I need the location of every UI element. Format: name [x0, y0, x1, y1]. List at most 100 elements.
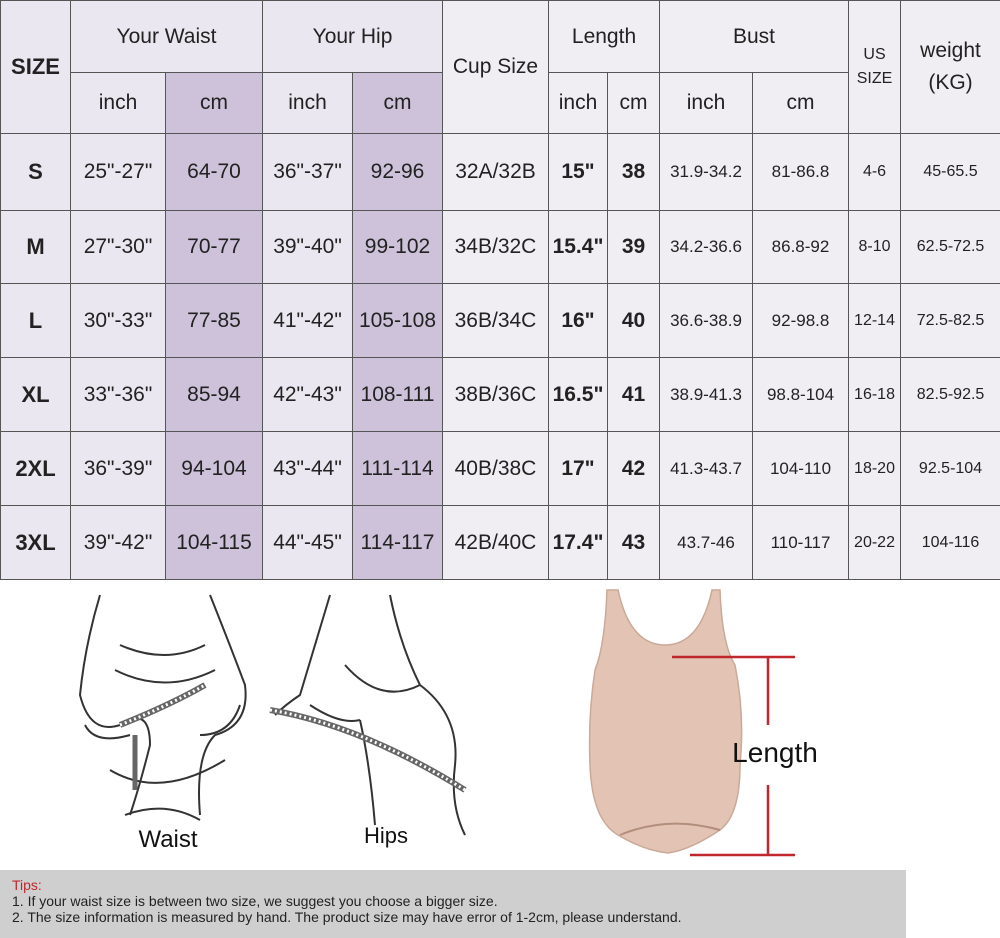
cell-hip-cm: 111-114: [352, 431, 443, 506]
cell-us-size: 12-14: [848, 283, 902, 358]
cell-hip-cm: 108-111: [352, 357, 443, 432]
cell-length-inch: 16": [548, 283, 608, 358]
table-row: L 30"-33" 77-85 41"-42" 105-108 36B/34C 16" 40 3…: [0, 283, 1000, 358]
header-bust: Bust: [659, 0, 850, 73]
cell-bust-inch: 41.3-43.7: [659, 431, 754, 506]
cell-waist-inch: 27"-30": [70, 210, 166, 284]
cell-length-cm: 41: [606, 357, 661, 432]
table-row: 3XL 39"-42" 104-115 44"-45" 114-117 42B/40C 17…: [0, 505, 1000, 580]
header-weight: weight (KG): [900, 0, 1000, 134]
cell-us-size: 20-22: [848, 505, 902, 580]
cell-cup-size: 40B/38C: [442, 431, 549, 506]
table-row: S 25"-27" 64-70 36"-37" 92-96 32A/32B 15" 38 31.…: [0, 133, 1000, 211]
header-length: Length: [547, 0, 661, 73]
header-hip-inch: inch: [262, 72, 353, 134]
cell-hip-inch: 41"-42": [262, 283, 353, 358]
measurement-illustrations: Waist Hips Length: [78, 589, 818, 857]
cell-waist-inch: 33"-36": [70, 357, 166, 432]
cell-waist-inch: 30"-33": [70, 283, 166, 358]
cell-size: 3XL: [0, 505, 71, 580]
cell-bust-cm: 86.8-92: [752, 210, 850, 284]
cell-hip-inch: 43"-44": [262, 431, 353, 506]
header-us-size: US SIZE: [848, 0, 902, 134]
cell-hip-inch: 42"-43": [262, 357, 353, 432]
hips-label: Hips: [364, 823, 408, 848]
waist-label: Waist: [138, 826, 197, 853]
cell-hip-cm: 92-96: [352, 133, 443, 211]
tip-item-1: 1. If your waist size is between two siz…: [12, 893, 498, 909]
header-length-inch: inch: [548, 72, 608, 134]
cell-length-inch: 15.4": [548, 210, 608, 284]
length-label: Length: [732, 737, 818, 768]
cell-waist-cm: 94-104: [165, 431, 263, 506]
cell-weight: 82.5-92.5: [900, 357, 1000, 432]
bodysuit-shape: [588, 589, 743, 854]
bodysuit-illustration: [588, 589, 743, 854]
cell-size: L: [0, 283, 71, 358]
cell-waist-cm: 85-94: [165, 357, 263, 432]
cell-bust-cm: 92-98.8: [752, 283, 850, 358]
cell-cup-size: 38B/36C: [442, 357, 549, 432]
cell-length-cm: 43: [606, 505, 661, 580]
cell-cup-size: 42B/40C: [442, 505, 549, 580]
waist-illustration: [78, 594, 247, 821]
cell-waist-inch: 36"-39": [70, 431, 166, 506]
cell-weight: 104-116: [900, 505, 1000, 580]
cell-length-inch: 15": [548, 133, 608, 211]
cell-hip-cm: 105-108: [352, 283, 443, 358]
cell-size: 2XL: [0, 431, 71, 506]
cell-bust-cm: 81-86.8: [752, 133, 850, 211]
tips-box: Tips: 1. If your waist size is between t…: [0, 870, 906, 938]
cell-hip-cm: 99-102: [352, 210, 443, 284]
cell-waist-cm: 64-70: [165, 133, 263, 211]
table-row: XL 33"-36" 85-94 42"-43" 108-111 38B/36C 16.5"…: [0, 357, 1000, 432]
cell-bust-inch: 38.9-41.3: [659, 357, 754, 432]
cell-bust-cm: 104-110: [752, 431, 850, 506]
cell-hip-inch: 39"-40": [262, 210, 353, 284]
cell-us-size: 8-10: [848, 210, 902, 284]
cell-size: XL: [0, 357, 71, 432]
header-bust-inch: inch: [659, 72, 754, 134]
length-indicator: [672, 655, 795, 857]
cell-length-inch: 16.5": [548, 357, 608, 432]
hips-illustration: [269, 594, 467, 836]
cell-waist-inch: 39"-42": [70, 505, 166, 580]
header-size: SIZE: [0, 0, 71, 134]
header-waist-cm: cm: [165, 72, 263, 134]
table-row: M 27"-30" 70-77 39"-40" 99-102 34B/32C 15.4" 39…: [0, 210, 1000, 284]
cell-hip-inch: 44"-45": [262, 505, 353, 580]
cell-size: S: [0, 133, 71, 211]
cell-bust-cm: 98.8-104: [752, 357, 850, 432]
header-bust-cm: cm: [752, 72, 850, 134]
cell-us-size: 18-20: [848, 431, 902, 506]
cell-weight: 72.5-82.5: [900, 283, 1000, 358]
cell-size: M: [0, 210, 71, 284]
cell-length-cm: 40: [606, 283, 661, 358]
cell-us-size: 16-18: [848, 357, 902, 432]
cell-length-inch: 17.4": [548, 505, 608, 580]
cell-waist-cm: 77-85: [165, 283, 263, 358]
header-waist-inch: inch: [70, 72, 166, 134]
cell-waist-cm: 70-77: [165, 210, 263, 284]
size-chart-table: SIZE Your Waist Your Hip Cup Size Length…: [0, 0, 1000, 580]
cell-weight: 45-65.5: [900, 133, 1000, 211]
cell-length-cm: 39: [606, 210, 661, 284]
cell-hip-inch: 36"-37": [262, 133, 353, 211]
cell-length-cm: 38: [606, 133, 661, 211]
cell-waist-cm: 104-115: [165, 505, 263, 580]
cell-bust-inch: 43.7-46: [659, 505, 754, 580]
cell-us-size: 4-6: [848, 133, 902, 211]
cell-length-cm: 42: [606, 431, 661, 506]
header-waist: Your Waist: [70, 0, 263, 73]
cell-cup-size: 34B/32C: [442, 210, 549, 284]
cell-length-inch: 17": [548, 431, 608, 506]
cell-cup-size: 32A/32B: [442, 133, 549, 211]
header-cup-size: Cup Size: [442, 0, 549, 134]
table-row: 2XL 36"-39" 94-104 43"-44" 111-114 40B/38C 17"…: [0, 431, 1000, 506]
header-hip-cm: cm: [352, 72, 443, 134]
cell-weight: 62.5-72.5: [900, 210, 1000, 284]
cell-cup-size: 36B/34C: [442, 283, 549, 358]
tips-title: Tips:: [12, 877, 42, 893]
header-length-cm: cm: [606, 72, 661, 134]
cell-weight: 92.5-104: [900, 431, 1000, 506]
